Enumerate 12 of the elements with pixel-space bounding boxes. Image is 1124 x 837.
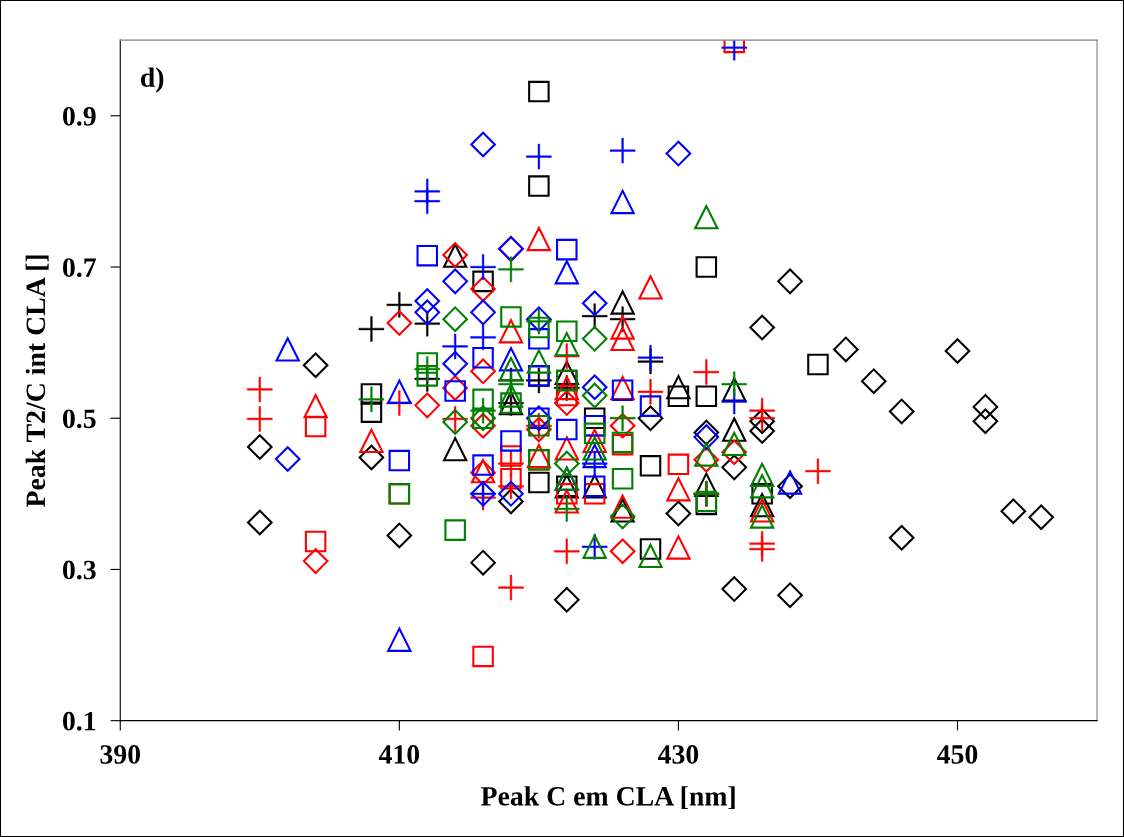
y-axis-title: Peak T2/C int CLA []	[25, 255, 49, 508]
y-tick-label: 0.1	[62, 711, 96, 731]
x-tick-label: 390	[100, 745, 141, 764]
annotation: d)	[140, 67, 164, 93]
x-tick-label: 410	[378, 745, 420, 764]
y-tick-label: 0.3	[62, 560, 96, 580]
x-tick-label: 430	[657, 745, 699, 764]
y-tick-label: 0.9	[62, 106, 96, 126]
y-tick-label: 0.5	[62, 409, 96, 429]
x-axis-title: Peak C em CLA [nm]	[481, 786, 735, 810]
x-tick-label: 450	[937, 745, 978, 764]
y-tick-label: 0.7	[62, 258, 96, 278]
